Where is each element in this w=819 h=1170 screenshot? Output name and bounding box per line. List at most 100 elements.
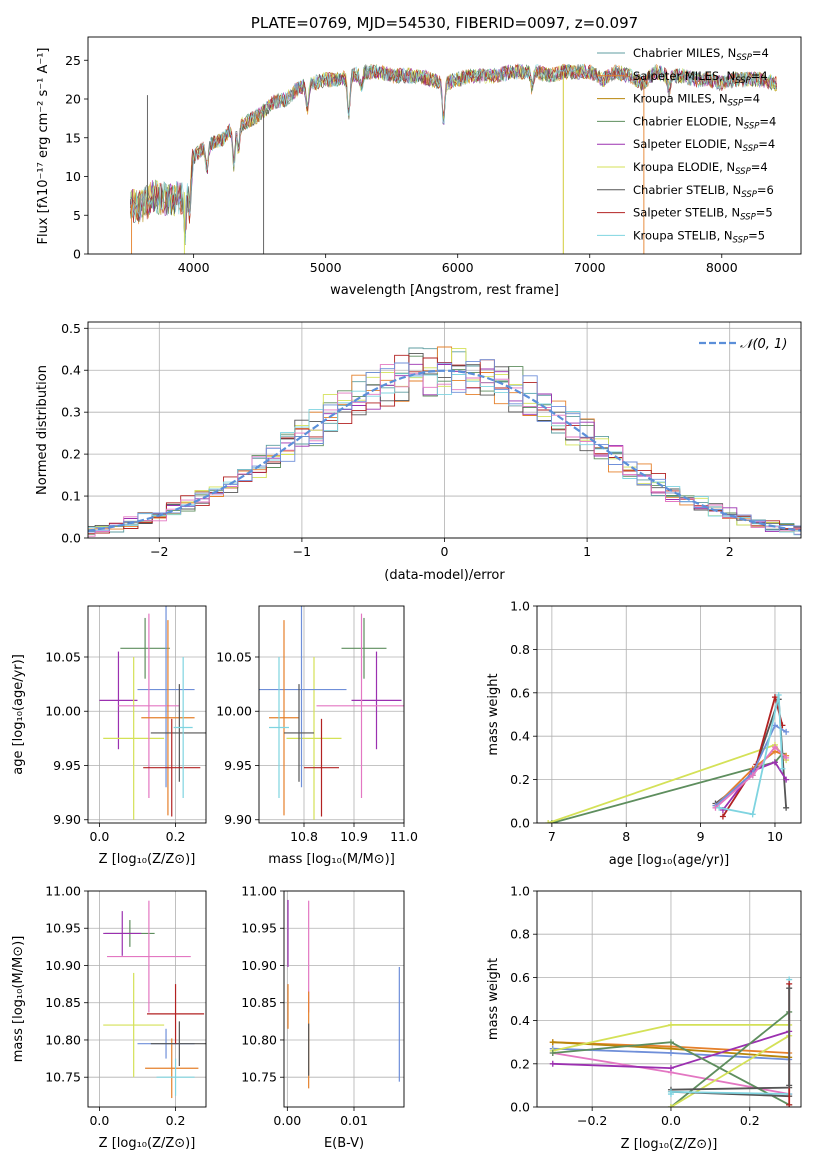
legend-entry: Chabrier MILES, NSSP=4 xyxy=(633,46,769,63)
weight-marker xyxy=(667,1065,674,1072)
legend-subscript: SSP xyxy=(728,99,744,109)
y-tick-label: 0.5 xyxy=(61,321,81,336)
x-tick-label: 0.01 xyxy=(340,1113,368,1128)
legend-label: Chabrier MILES, N xyxy=(633,46,736,60)
errorbar-point xyxy=(304,718,339,817)
weight-marker xyxy=(771,694,778,701)
legend-subscript: SSP xyxy=(740,213,756,223)
x-tick-label: 2 xyxy=(726,544,734,559)
y-tick-label: 0 xyxy=(73,247,81,262)
spectrum-series-8 xyxy=(130,63,777,244)
weight-marker xyxy=(545,820,552,823)
x-axis-label: age [log₁₀(age/yr)] xyxy=(609,853,730,868)
errorbar-point xyxy=(156,1058,195,1096)
weight-series-8 xyxy=(719,694,784,816)
legend-subscript: SSP xyxy=(733,235,749,245)
weight-series-6 xyxy=(714,724,787,807)
errorbar-point xyxy=(120,617,170,679)
legend-entry: Salpeter STELIB, NSSP=5 xyxy=(633,206,773,223)
axes-age-vs-mass: 10.8 10.9 11.0 9.90 9.95 10.00 10.05 xyxy=(216,606,418,844)
x-tick-label: 10 xyxy=(767,829,783,844)
y-tick-label: 0.1 xyxy=(61,489,81,504)
x-tick-label: 0.0 xyxy=(661,1113,681,1128)
axes-weight-vs-age: 7 8 9 10 0.0 0.2 0.4 0.6 0.8 1.0 xyxy=(510,599,801,844)
y-tick-label: 10.05 xyxy=(45,649,81,664)
errorbar-point xyxy=(341,617,387,679)
histogram-series-5 xyxy=(88,352,801,531)
y-tick-label: 0.6 xyxy=(510,685,530,700)
weight-marker xyxy=(667,1104,674,1107)
legend-subscript: SSP xyxy=(735,167,751,177)
y-tick-label: 10.00 xyxy=(45,704,81,719)
y-tick-label: 10.75 xyxy=(241,1070,277,1085)
errorbar-point xyxy=(316,613,404,799)
x-axis-label: Z [log₁₀(Z/Z⊙)] xyxy=(99,852,196,867)
spectrum-series-7 xyxy=(130,63,777,232)
spectrum-lines xyxy=(130,63,777,254)
x-tick-label: −1 xyxy=(293,544,311,559)
weight-vs-Z-frame xyxy=(536,890,802,1108)
y-tick-label: 10.90 xyxy=(45,958,81,973)
x-tick-label: 10.9 xyxy=(340,829,368,844)
y-tick-label: 11.00 xyxy=(45,884,81,899)
legend-subscript: SSP xyxy=(736,53,752,63)
mass-vs-EBV-frame xyxy=(283,890,405,1108)
legend-subscript: SSP xyxy=(735,76,751,86)
histograms xyxy=(88,346,801,537)
weight-marker xyxy=(667,1050,674,1056)
y-axis-label: Normed distribution xyxy=(35,365,50,495)
y-tick-label: 10.00 xyxy=(216,704,252,719)
legend-suffix: =4 xyxy=(759,114,776,128)
y-tick-label: 10.95 xyxy=(241,921,277,936)
weight-marker xyxy=(786,1082,793,1089)
legend-entry: Kroupa STELIB, NSSP=5 xyxy=(633,228,765,245)
y-tick-label: 0.4 xyxy=(61,363,81,378)
weight-series-8 xyxy=(670,1034,790,1107)
weight-marker xyxy=(549,1060,556,1067)
x-tick-label: 0.2 xyxy=(740,1113,760,1128)
legend-suffix: =5 xyxy=(756,206,773,220)
x-axis-label: (data-model)/error xyxy=(384,568,505,583)
errorbar-point xyxy=(173,656,193,799)
legend-label: Kroupa STELIB, N xyxy=(633,228,733,242)
weight-marker xyxy=(716,804,723,811)
y-tick-label: 0.4 xyxy=(510,729,530,744)
legend-entry: Chabrier ELODIE, NSSP=4 xyxy=(633,114,776,131)
legend-entry: Salpeter ELODIE, NSSP=4 xyxy=(633,137,775,154)
x-tick-label: 6000 xyxy=(442,260,474,275)
x-tick-label: 1 xyxy=(583,544,591,559)
legend-label: Salpeter ELODIE, N xyxy=(633,137,743,151)
y-tick-label: 0.6 xyxy=(510,970,530,985)
legend-entry: Kroupa ELODIE, NSSP=4 xyxy=(633,160,768,177)
weight-marker xyxy=(786,985,793,992)
x-tick-label: −2 xyxy=(150,544,168,559)
x-axis-label: Z [log₁₀(Z/Z⊙)] xyxy=(621,1137,718,1152)
chart-title: PLATE=0769, MJD=54530, FIBERID=0097, z=0… xyxy=(251,14,638,32)
axes-residuals: −2 −1 0 1 2 0.0 0.1 0.2 0.3 0.4 0.5 xyxy=(61,321,801,559)
errorbars-age-vs-mass xyxy=(259,606,404,820)
weight-vs-age-frame xyxy=(536,605,802,824)
axes-mass-vs-Z: 0.0 0.2 10.75 10.80 10.85 10.90 10.95 11.00 xyxy=(45,884,206,1128)
weight-marker xyxy=(779,765,786,772)
errorbar-point xyxy=(147,984,205,1044)
x-tick-label: 0.2 xyxy=(166,1113,186,1128)
x-tick-label: 8 xyxy=(622,829,630,844)
weight-marker xyxy=(783,754,790,761)
errorbar-point xyxy=(150,1021,206,1067)
axes-weight-vs-Z: −0.2 0.0 0.2 0.0 0.2 0.4 0.6 0.8 1.0 xyxy=(510,884,801,1128)
errorbar-point xyxy=(103,911,142,956)
weight-marker xyxy=(771,744,778,751)
weight-series-7 xyxy=(670,1011,790,1107)
y-tick-label: 9.90 xyxy=(224,812,252,827)
weight-marker xyxy=(549,1039,556,1046)
y-tick-label: 1.0 xyxy=(510,599,530,614)
legend-label: 𝒩(0, 1) xyxy=(740,337,787,352)
y-tick-label: 20 xyxy=(65,92,81,107)
x-tick-label: 11.0 xyxy=(390,829,418,844)
y-tick-label: 0.8 xyxy=(510,642,530,657)
y-tick-label: 0.2 xyxy=(61,447,81,462)
x-tick-label: 10.8 xyxy=(290,829,318,844)
x-axis-label: E(B-V) xyxy=(324,1136,364,1151)
legend-label: Kroupa MILES, N xyxy=(633,92,728,106)
legend-subscript: SSP xyxy=(741,190,757,200)
